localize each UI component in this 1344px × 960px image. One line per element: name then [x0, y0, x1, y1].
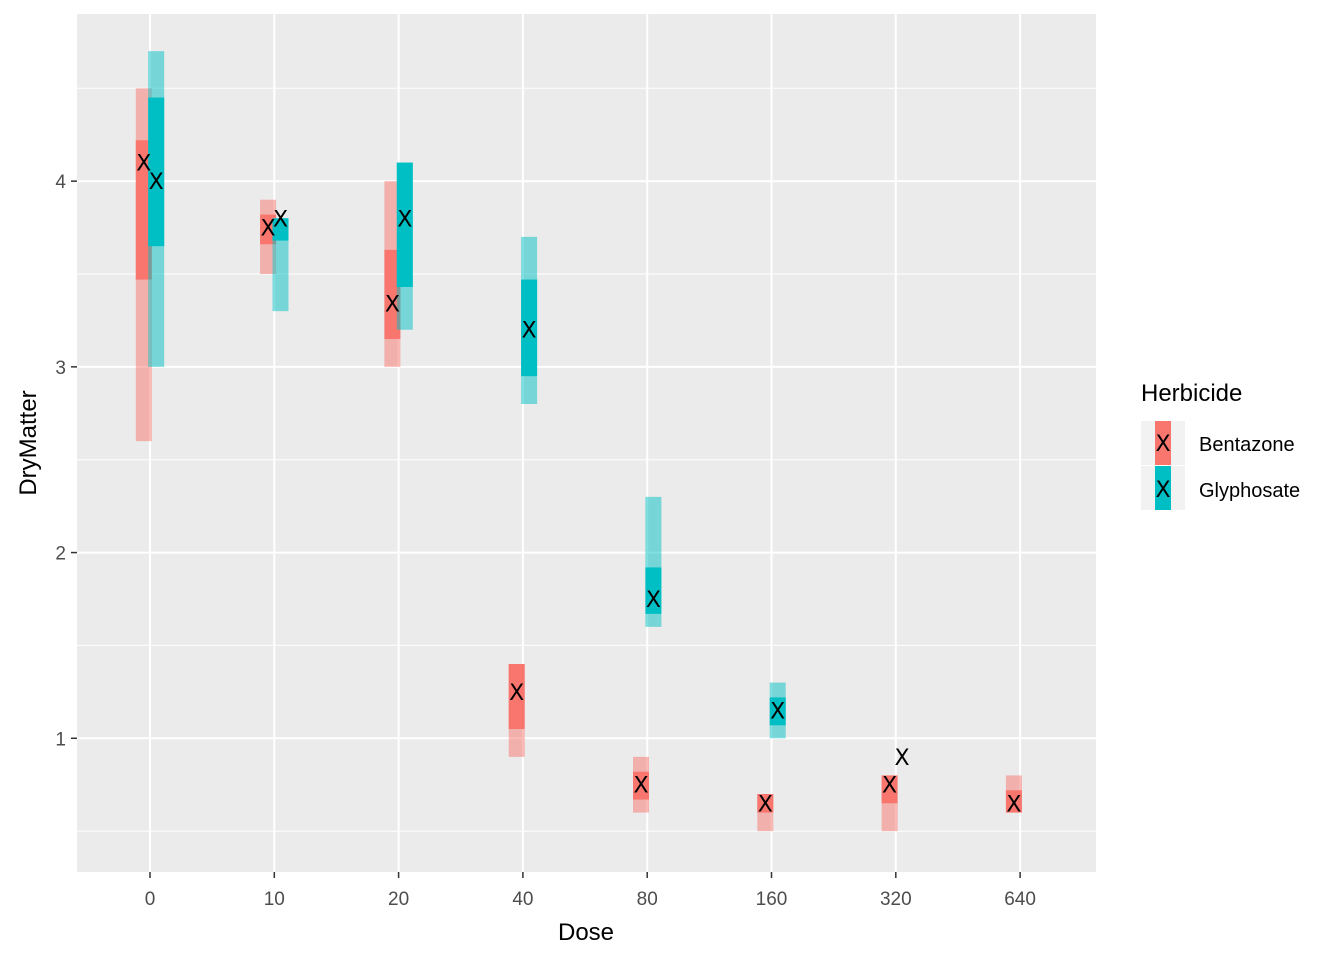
iqr-bar-bentazone — [633, 771, 649, 800]
x-tick-label: 10 — [264, 889, 285, 910]
y-tick-label: 1 — [55, 729, 66, 750]
legend-swatch-bentazone — [1155, 421, 1171, 465]
range-bar-glyphosate — [272, 218, 289, 312]
x-tick-label: 160 — [756, 889, 788, 910]
x-tick-label: 80 — [637, 889, 658, 910]
iqr-bar-glyphosate — [396, 162, 413, 287]
mean-marker-glyphosate: X — [522, 319, 537, 344]
mean-marker-bentazone: X — [261, 217, 276, 242]
mean-marker-glyphosate: X — [646, 588, 661, 613]
iqr-bar-glyphosate — [521, 279, 538, 377]
iqr-bar-glyphosate — [148, 97, 165, 247]
mean-marker-bentazone: X — [136, 152, 151, 177]
legend-label-glyphosate: Glyphosate — [1199, 480, 1300, 502]
mean-marker-bentazone: X — [385, 293, 400, 318]
mean-marker-bentazone: X — [882, 774, 897, 799]
iqr-bar-bentazone — [135, 140, 152, 280]
legend-title: Herbicide — [1141, 380, 1242, 407]
y-tick-label: 2 — [55, 544, 66, 565]
x-tick-label: 20 — [388, 889, 409, 910]
plot-panel — [77, 14, 1096, 872]
mean-marker-bentazone: X — [1006, 792, 1021, 817]
legend: Herbicide X Bentazone X Glyphosate — [1141, 380, 1300, 510]
mean-marker-glyphosate: X — [149, 170, 164, 195]
iqr-bar-glyphosate — [645, 567, 662, 614]
legend-marker-bentazone: X — [1155, 432, 1170, 457]
mean-marker-glyphosate: X — [273, 207, 288, 232]
y-tick-label: 3 — [55, 358, 66, 379]
mean-marker-bentazone: X — [509, 681, 524, 706]
x-axis-title: Dose — [558, 919, 614, 946]
iqr-bar-bentazone — [508, 664, 525, 729]
legend-swatch-glyphosate — [1155, 466, 1171, 510]
x-tick-label: 640 — [1004, 889, 1036, 910]
mean-marker-glyphosate: X — [397, 207, 412, 232]
x-tick-label: 40 — [512, 889, 533, 910]
iqr-bar-bentazone — [1005, 790, 1022, 813]
iqr-bar-glyphosate — [272, 218, 289, 241]
iqr-bar-bentazone — [260, 214, 277, 245]
mean-marker-bentazone: X — [633, 774, 648, 799]
legend-marker-glyphosate: X — [1155, 478, 1170, 503]
y-tick-label: 4 — [55, 172, 66, 193]
legend-label-bentazone: Bentazone — [1199, 434, 1295, 456]
x-tick-label: 0 — [145, 889, 156, 910]
data-bars — [135, 51, 1022, 832]
iqr-bar-bentazone — [384, 249, 401, 339]
iqr-bar-glyphosate — [769, 697, 786, 726]
mean-marker-glyphosate: X — [894, 746, 909, 771]
iqr-bar-bentazone — [757, 794, 774, 813]
y-axis-title: DryMatter — [15, 390, 42, 495]
mean-marker-bentazone: X — [758, 792, 773, 817]
mean-marker-glyphosate: X — [770, 699, 785, 724]
x-tick-label: 320 — [880, 889, 912, 910]
iqr-bar-bentazone — [881, 775, 898, 804]
